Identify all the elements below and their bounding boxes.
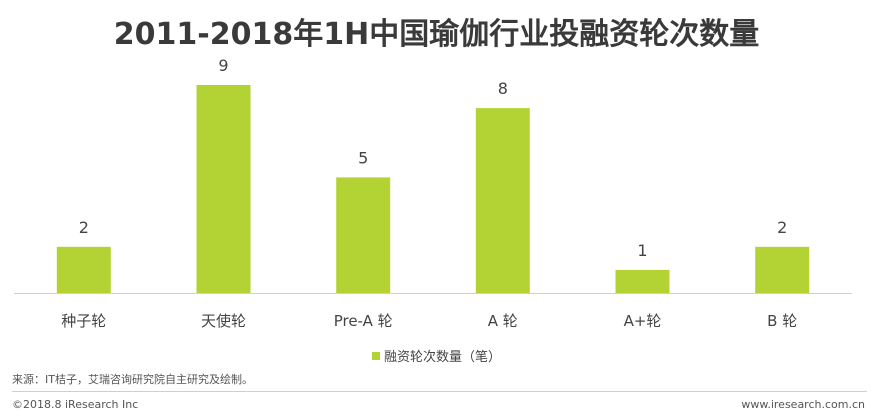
website-text: www.iresearch.com.cn — [741, 398, 865, 411]
chart-title: 2011-2018年1H中国瑜伽行业投融资轮次数量 — [113, 17, 760, 52]
x-tick-label-4: A+轮 — [624, 312, 662, 330]
bar-4 — [615, 269, 670, 293]
bar-0 — [56, 246, 111, 293]
x-tick-label-3: A 轮 — [488, 312, 518, 330]
footer-divider — [12, 391, 867, 392]
value-label-1: 9 — [218, 56, 228, 75]
legend: 融资轮次数量（笔） — [0, 346, 873, 365]
value-label-5: 2 — [777, 218, 787, 237]
bar-2 — [336, 177, 391, 293]
source-note: 来源：IT桔子，艾瑞咨询研究院自主研究及绘制。 — [12, 373, 253, 386]
bars-group — [56, 85, 810, 293]
x-tick-label-1: 天使轮 — [201, 312, 246, 330]
legend-label: 融资轮次数量（笔） — [383, 350, 501, 365]
legend-swatch — [371, 352, 380, 360]
x-tick-label-0: 种子轮 — [61, 312, 106, 330]
x-tick-label-2: Pre-A 轮 — [334, 312, 393, 330]
x-tick-label-5: B 轮 — [767, 312, 797, 330]
copyright-text: ©2018.8 iResearch Inc — [12, 398, 139, 411]
x-tick-labels-group: 种子轮 天使轮 Pre-A 轮 A 轮 A+轮 B 轮 — [61, 312, 797, 330]
value-label-2: 5 — [358, 148, 368, 167]
bar-1 — [196, 85, 251, 293]
bar-chart: 2 9 5 8 1 2 种子轮 天使轮 Pre-A 轮 A 轮 A+轮 B 轮 — [14, 56, 852, 330]
value-label-0: 2 — [79, 218, 89, 237]
value-label-3: 8 — [498, 79, 508, 98]
value-labels-group: 2 9 5 8 1 2 — [79, 56, 788, 260]
bar-5 — [755, 246, 810, 293]
value-label-4: 1 — [637, 241, 647, 260]
bar-3 — [475, 108, 530, 293]
